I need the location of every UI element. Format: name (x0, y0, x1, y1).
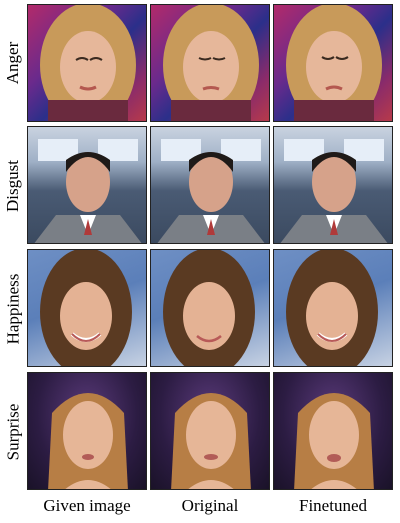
image-anger-original (150, 4, 270, 122)
image-disgust-finetuned (273, 126, 393, 244)
image-surprise-given (27, 372, 147, 490)
image-disgust-given (27, 126, 147, 244)
row-label-anger: Anger (3, 41, 23, 85)
row-label-happiness: Happiness (3, 273, 23, 345)
image-happiness-given (27, 249, 147, 367)
image-happiness-finetuned (273, 249, 393, 367)
column-label-original: Original (181, 496, 239, 515)
image-anger-given (27, 4, 147, 122)
image-happiness-original (150, 249, 270, 367)
image-anger-finetuned (273, 4, 393, 122)
image-surprise-original (150, 372, 270, 490)
row-label-disgust: Disgust (3, 160, 22, 212)
column-label-finetuned: Finetuned (299, 496, 367, 515)
image-disgust-original (150, 126, 270, 244)
row-label-surprise: Surprise (3, 403, 23, 461)
image-surprise-finetuned (273, 372, 393, 490)
column-label-given-image: Given image (43, 496, 131, 515)
